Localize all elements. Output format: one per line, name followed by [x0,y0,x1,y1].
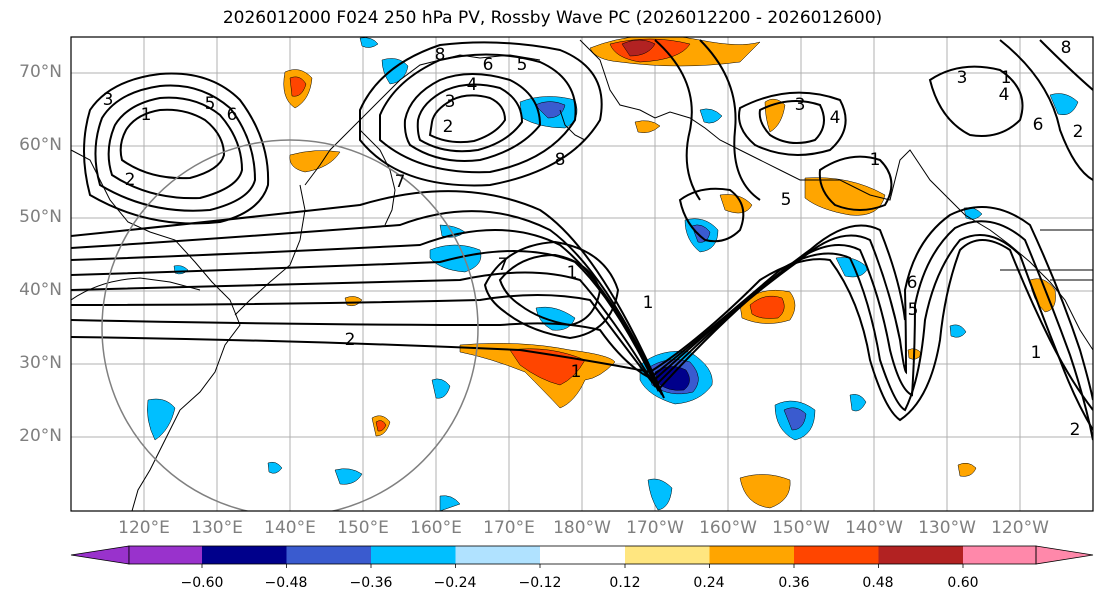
lat-label: 50°N [19,207,62,227]
lat-label: 40°N [19,280,62,300]
lat-label: 30°N [19,353,62,373]
colorbar-tick-label: 0.60 [947,575,979,591]
lon-label: 170°E [483,518,535,538]
chart-title: 2026012000 F024 250 hPa PV, Rossby Wave … [222,8,883,28]
svg-text:1: 1 [141,105,152,125]
lat-label: 20°N [19,426,62,446]
map-frame [70,36,1094,512]
lon-label: 150°W [772,518,830,538]
svg-text:3: 3 [795,95,806,115]
svg-text:1: 1 [1031,343,1042,363]
colorbar-extend-min [70,545,130,565]
colorbar-tick-label: −0.24 [433,575,477,591]
svg-text:5: 5 [908,300,919,320]
svg-text:6: 6 [907,273,918,293]
svg-text:3: 3 [957,68,968,88]
lat-label: 60°N [19,135,62,155]
lon-label: 160°E [410,518,462,538]
svg-text:2: 2 [1073,122,1084,142]
lon-label: 140°E [264,518,316,538]
svg-text:1: 1 [870,150,881,170]
svg-text:5: 5 [205,94,216,114]
lon-label: 140°W [845,518,903,538]
svg-text:4: 4 [999,85,1010,105]
colorbar-frame [128,545,1037,565]
svg-text:5: 5 [781,190,792,210]
svg-text:7: 7 [395,172,406,192]
colorbar-tick-label: −0.12 [518,575,562,591]
svg-text:5: 5 [517,55,528,75]
lon-label: 130°W [918,518,976,538]
lon-label: 160°W [699,518,757,538]
svg-text:3: 3 [445,92,456,112]
svg-text:1: 1 [567,263,578,283]
colorbar-tick-label: −0.36 [349,575,393,591]
svg-text:1: 1 [1001,68,1012,88]
colorbar-extend-max [1035,545,1094,565]
colorbar-tick-label: 0.24 [693,575,725,591]
lon-label: 180°W [553,518,611,538]
svg-text:4: 4 [830,108,841,128]
svg-text:2: 2 [345,330,356,350]
svg-text:2: 2 [1070,420,1081,440]
svg-text:6: 6 [483,55,494,75]
lon-label: 120°E [118,518,170,538]
colorbar-tick-label: 0.48 [862,575,894,591]
colorbar-tick-label: 0.36 [778,575,810,591]
contour-labels: 3 1 5 6 2 7 8 6 5 4 3 2 8 7 1 1 2 1 3 4 … [103,38,1084,440]
svg-text:2: 2 [443,117,454,137]
svg-text:1: 1 [571,362,582,382]
svg-text:6: 6 [227,105,238,125]
svg-text:7: 7 [498,255,509,275]
svg-text:2: 2 [125,170,136,190]
colorbar [70,545,1094,568]
svg-text:8: 8 [1061,38,1072,58]
svg-text:1: 1 [643,293,654,313]
radius-circle [101,139,479,511]
lon-label: 130°E [191,518,243,538]
lat-label: 70°N [19,62,62,82]
colorbar-tick-label: −0.48 [264,575,308,591]
lon-label: 120°W [991,518,1049,538]
svg-text:3: 3 [103,90,114,110]
geopotential-contours [71,39,1093,441]
lon-label: 150°E [337,518,389,538]
svg-text:4: 4 [467,75,478,95]
svg-text:8: 8 [435,45,446,65]
colorbar-tick-label: 0.12 [609,575,641,591]
svg-text:6: 6 [1033,115,1044,135]
lon-label: 170°W [626,518,684,538]
svg-text:8: 8 [555,150,566,170]
colorbar-tick-label: −0.60 [180,575,224,591]
map-content: 3 1 5 6 2 7 8 6 5 4 3 2 8 7 1 1 2 1 3 4 … [71,37,1093,511]
